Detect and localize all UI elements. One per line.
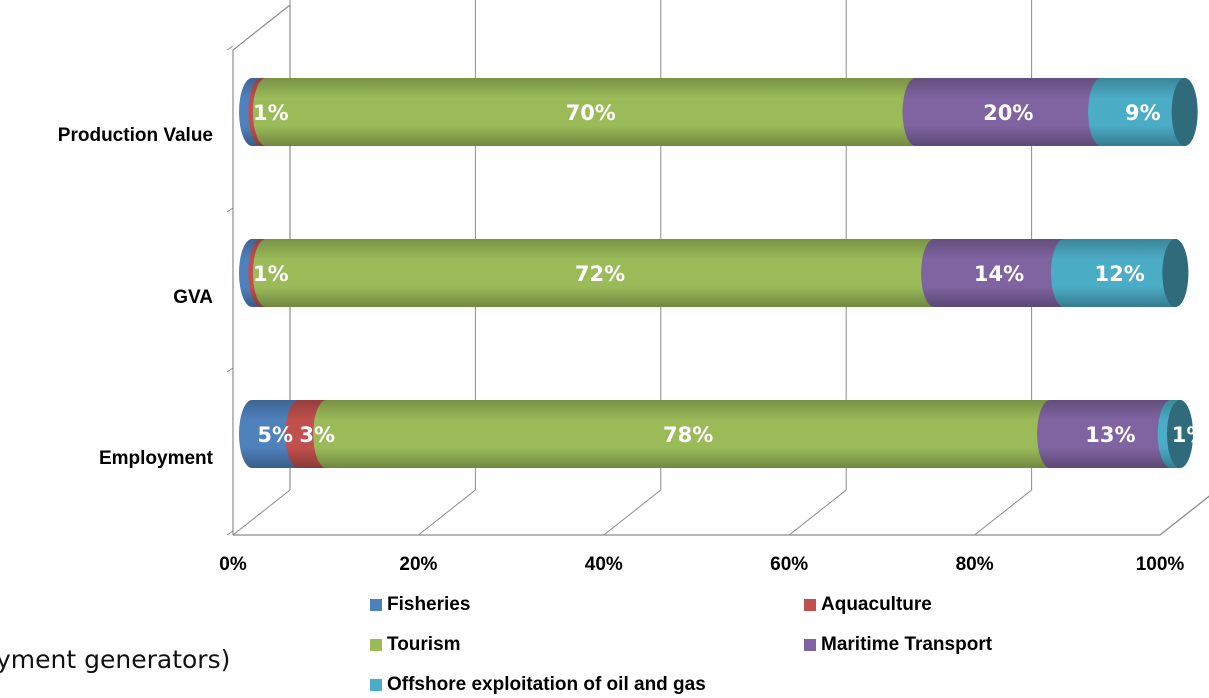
bar-end-cap-gva xyxy=(1162,239,1189,307)
category-tick-1 xyxy=(226,207,234,213)
left-wall-edge xyxy=(232,4,291,535)
legend-swatch-offshore xyxy=(370,679,382,691)
data-label-fisheries-employment: 5% xyxy=(257,423,293,447)
bar-offshore-exploitation-of-oil-and-gas-production-value xyxy=(1088,78,1198,146)
data-label-offshore-exploitation-of-oil-and-gas-employment: 1% xyxy=(1172,423,1208,447)
bar-maritime-transport-gva xyxy=(921,239,1077,307)
legend-label-maritime-transport: Maritime Transport xyxy=(821,634,993,655)
category-label: Employment xyxy=(99,448,214,469)
floor-gridline-5 xyxy=(1159,495,1209,536)
x-tick-label: 100% xyxy=(1136,554,1185,575)
data-label-fisheries-production-value: 1% xyxy=(253,101,289,125)
legend-label-tourism: Tourism xyxy=(387,634,461,655)
data-label-tourism-production-value: 70% xyxy=(566,101,616,125)
data-label-maritime-transport-employment: 13% xyxy=(1085,423,1135,447)
bar-tourism-production-value xyxy=(252,78,929,146)
data-label-aquaculture-employment: 3% xyxy=(299,423,335,447)
background-slide-text: yment generators) xyxy=(0,645,231,674)
labels: 0% 20% 40% 60% 80% 100% Production Value 1% 70% 2… xyxy=(58,101,1208,575)
category-label: GVA xyxy=(173,287,213,308)
data-label-tourism-employment: 78% xyxy=(663,423,713,447)
data-label-maritime-transport-gva: 14% xyxy=(974,262,1024,286)
category-tick-0 xyxy=(226,45,234,51)
data-label-fisheries-gva: 1% xyxy=(253,262,289,286)
bar-maritime-transport-production-value xyxy=(902,78,1115,146)
category-label: Production Value xyxy=(58,125,213,146)
x-tick-label: 40% xyxy=(585,554,623,575)
bar-maritime-transport-employment xyxy=(1037,400,1184,468)
bar-end-cap-employment xyxy=(1167,400,1193,468)
legend-item-maritime-transport: Maritime Transport xyxy=(804,634,992,656)
x-tick-label: 80% xyxy=(956,554,994,575)
bar-offshore-exploitation-of-oil-and-gas-gva xyxy=(1051,239,1189,307)
floor-gridline-3 xyxy=(788,489,847,536)
floor-gridline-0 xyxy=(232,489,291,536)
legend-item-aquaculture: Aquaculture xyxy=(804,594,932,616)
legend-label-fisheries: Fisheries xyxy=(387,594,471,615)
legend-swatch-tourism xyxy=(370,639,382,651)
x-tick-label: 20% xyxy=(399,554,437,575)
legend-label-aquaculture: Aquaculture xyxy=(821,594,932,615)
floor-gridline-1 xyxy=(418,489,476,536)
x-tick-label: 0% xyxy=(219,554,247,575)
floor-gridline-2 xyxy=(603,489,662,536)
legend-item-fisheries: Fisheries xyxy=(370,594,470,616)
legend-swatch-maritime-transport xyxy=(804,639,816,651)
floor-gridline-4 xyxy=(974,489,1032,536)
x-tick-label: 60% xyxy=(770,554,808,575)
legend: Fisheries Aquaculture Tourism Maritime T… xyxy=(370,594,1130,698)
bars xyxy=(239,78,1198,468)
category-tick-3 xyxy=(226,530,234,536)
data-label-tourism-gva: 72% xyxy=(575,262,625,286)
legend-swatch-aquaculture xyxy=(804,599,816,611)
category-tick-2 xyxy=(226,367,234,373)
bar-tourism-employment xyxy=(313,400,1064,468)
floor-right-edge xyxy=(1159,495,1209,536)
bar-end-cap-production-value xyxy=(1171,78,1198,146)
legend-label-offshore: Offshore exploitation of oil and gas xyxy=(387,674,706,695)
data-label-maritime-transport-production-value: 20% xyxy=(983,101,1033,125)
bar-tourism-gva xyxy=(252,239,948,307)
legend-swatch-fisheries xyxy=(370,599,382,611)
legend-item-offshore: Offshore exploitation of oil and gas xyxy=(370,674,706,696)
data-label-offshore-exploitation-of-oil-and-gas-production-value: 9% xyxy=(1125,101,1161,125)
legend-item-tourism: Tourism xyxy=(370,634,461,656)
data-label-offshore-exploitation-of-oil-and-gas-gva: 12% xyxy=(1095,262,1145,286)
